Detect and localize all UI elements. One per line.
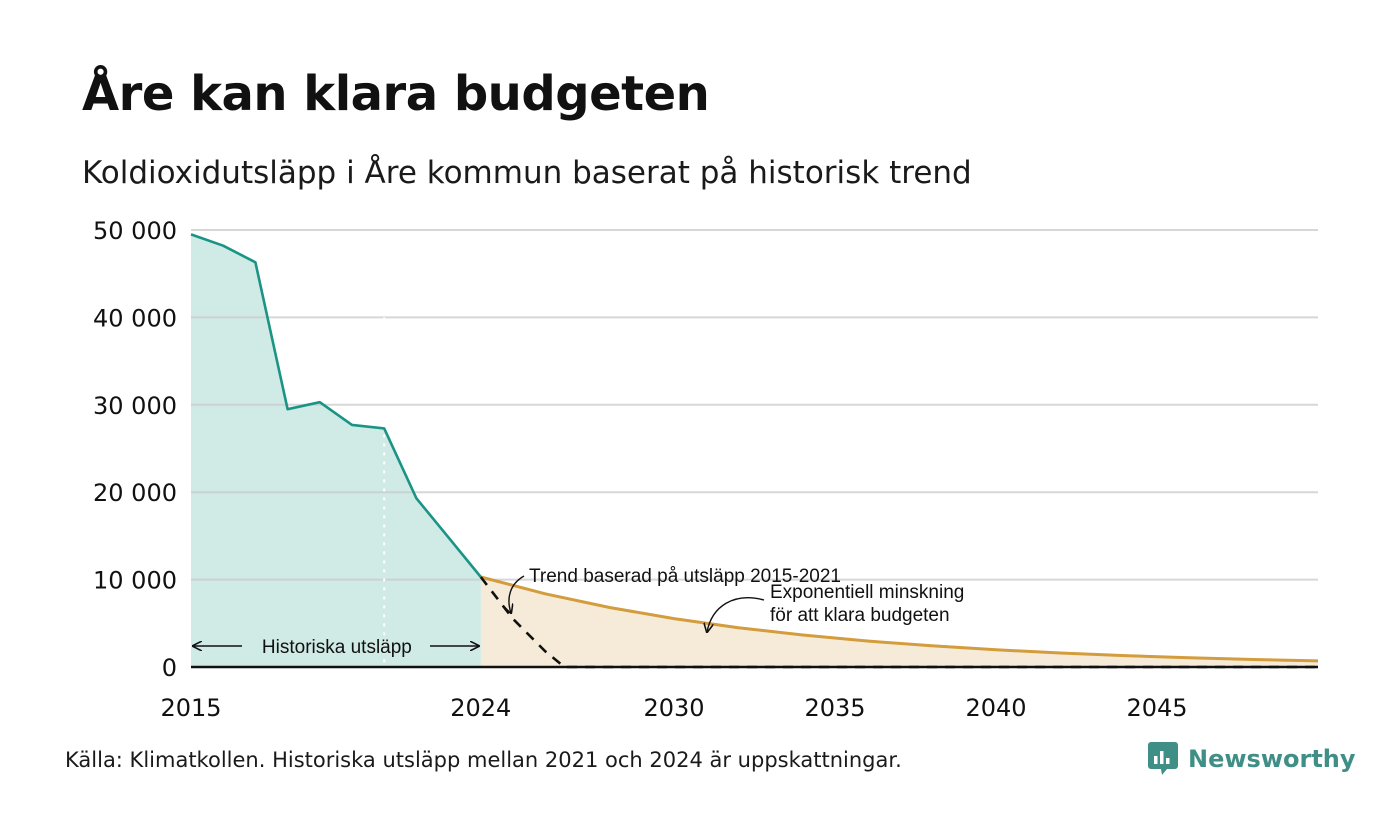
annotation-exponential-line2: för att klara budgeten (770, 605, 950, 626)
annotation-trend-arrow (509, 575, 525, 613)
y-tick-label: 0 (162, 654, 177, 682)
line-exponential (480, 575, 1319, 663)
brand: Newsworthy (1148, 742, 1356, 776)
y-tick-label: 20 000 (93, 479, 177, 507)
y-tick-label: 30 000 (93, 392, 177, 420)
annotation-trend: Trend baserad på utsläpp 2015-2021 (529, 566, 841, 587)
y-tick-label: 10 000 (93, 567, 177, 595)
y-tick-label: 40 000 (93, 304, 177, 332)
x-tick-label: 2040 (965, 694, 1026, 722)
chart-title: Åre kan klara budgeten (82, 66, 710, 122)
emissions-chart: 0 10 000 20 000 30 000 40 000 50 000 2015 2024 2… (93, 217, 1319, 722)
chart-subtitle: Koldioxidutsläpp i Åre kommun baserat på… (82, 155, 972, 191)
line-historical (190, 233, 482, 578)
area-exponential (480, 577, 1318, 667)
area-historical (191, 234, 481, 667)
x-tick-label: 2045 (1126, 694, 1187, 722)
x-tick-label: 2024 (450, 694, 511, 722)
source-note: Källa: Klimatkollen. Historiska utsläpp … (65, 748, 902, 772)
annotation-historical: Historiska utsläpp (262, 637, 412, 658)
x-tick-label: 2030 (643, 694, 704, 722)
annotation-exponential-arrow (707, 597, 765, 632)
newsworthy-logo-icon (1148, 742, 1178, 775)
brand-name: Newsworthy (1188, 745, 1356, 773)
x-tick-label: 2015 (160, 694, 221, 722)
x-tick-label: 2035 (804, 694, 865, 722)
annotation-exponential-line1: Exponentiell minskning (770, 582, 964, 603)
line-trend (479, 576, 1318, 669)
y-tick-label: 50 000 (93, 217, 177, 245)
